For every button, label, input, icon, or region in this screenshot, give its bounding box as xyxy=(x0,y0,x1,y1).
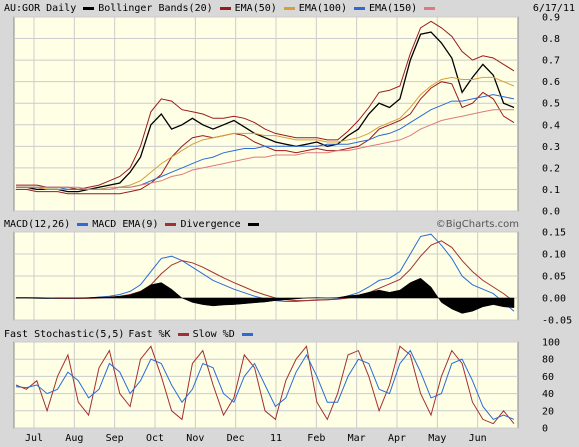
y-tick-label: 0.6 xyxy=(542,77,560,88)
x-tick-label: Feb xyxy=(307,433,325,444)
y-tick-label: 0.1 xyxy=(542,185,560,196)
chart-date: 6/17/11 xyxy=(532,3,575,14)
stochastic-legend: Fast Stochastic(5,5) Fast %K Slow %D xyxy=(4,328,257,342)
legend-swatch-price xyxy=(83,6,95,10)
y-tick-label: 0.15 xyxy=(542,228,566,239)
price-legend: AU:GOR Daily Bollinger Bands(20) EMA(50) EM… xyxy=(4,2,439,16)
y-tick-label: 0 xyxy=(542,424,548,435)
legend-stoch-d: Slow %D xyxy=(192,329,235,340)
legend-swatch-d xyxy=(241,332,253,336)
legend-ema100: EMA(100) xyxy=(298,3,347,14)
legend-ema50: EMA(50) xyxy=(234,3,277,14)
y-tick-label: 0.3 xyxy=(542,142,560,153)
y-tick-label: 0.4 xyxy=(542,120,560,131)
series-fast-k xyxy=(15,345,515,425)
series-ema-150 xyxy=(16,109,514,190)
legend-swatch-bollinger xyxy=(219,6,231,10)
panel-stochastic xyxy=(13,341,519,429)
legend-swatch-macd xyxy=(77,222,89,226)
legend-stoch-title: Fast Stochastic(5,5) xyxy=(4,329,125,340)
x-tick-label: May xyxy=(428,433,446,444)
x-tick-label: Jul xyxy=(25,433,43,444)
x-tick-label: 11 xyxy=(270,433,282,444)
x-tick-label: Oct xyxy=(146,433,164,444)
x-tick-label: Jun xyxy=(469,433,487,444)
y-tick-label: -0.05 xyxy=(542,316,572,327)
y-tick-label: 40 xyxy=(542,389,554,400)
legend-swatch-divergence xyxy=(247,222,259,226)
legend-ema150: EMA(150) xyxy=(368,3,418,14)
legend-swatch-ema50 xyxy=(283,6,295,10)
y-tick-label: 60 xyxy=(542,372,554,383)
legend-macd-ema: MACD EMA(9) xyxy=(92,219,159,230)
y-tick-label: 0.9 xyxy=(542,13,560,24)
y-tick-label: 100 xyxy=(542,338,560,349)
legend-macd: MACD(12,26) xyxy=(4,219,71,230)
y-tick-label: 20 xyxy=(542,406,554,417)
x-tick-label: Mar xyxy=(348,433,366,444)
x-tick-label: Dec xyxy=(227,433,245,444)
y-tick-label: 0.0 xyxy=(542,207,560,218)
legend-symbol: AU:GOR Daily xyxy=(4,3,77,14)
y-tick-label: 0.2 xyxy=(542,163,560,174)
x-tick-label: Nov xyxy=(186,433,204,444)
x-tick-label: Apr xyxy=(388,433,406,444)
y-tick-label: 80 xyxy=(542,355,554,366)
series-slow-d xyxy=(15,349,515,421)
y-tick-label: 0.10 xyxy=(542,250,566,261)
legend-swatch-ema100 xyxy=(353,6,365,10)
y-tick-label: 0.5 xyxy=(542,99,560,110)
panel-price xyxy=(13,16,519,212)
series-divergence xyxy=(16,277,515,314)
y-tick-label: 0.05 xyxy=(542,272,566,283)
x-tick-label: Sep xyxy=(106,433,124,444)
series-bollinger-upper xyxy=(16,20,515,190)
legend-stoch-k: Fast %K xyxy=(128,329,171,340)
y-tick-label: 0.7 xyxy=(542,56,560,67)
legend-swatch-ema150 xyxy=(424,6,436,10)
y-tick-label: 0.8 xyxy=(542,34,560,45)
macd-legend: MACD(12,26) MACD EMA(9) Divergence xyxy=(4,218,263,232)
watermark: ©BigCharts.com xyxy=(435,219,519,230)
legend-swatch-macd-ema xyxy=(165,222,177,226)
y-tick-label: 0.00 xyxy=(542,294,566,305)
series-au-gor-daily xyxy=(16,31,515,193)
legend-divergence: Divergence xyxy=(180,219,241,230)
legend-swatch-k xyxy=(177,332,189,336)
legend-bollinger: Bollinger Bands(20) xyxy=(98,3,213,14)
x-tick-label: Aug xyxy=(65,433,83,444)
